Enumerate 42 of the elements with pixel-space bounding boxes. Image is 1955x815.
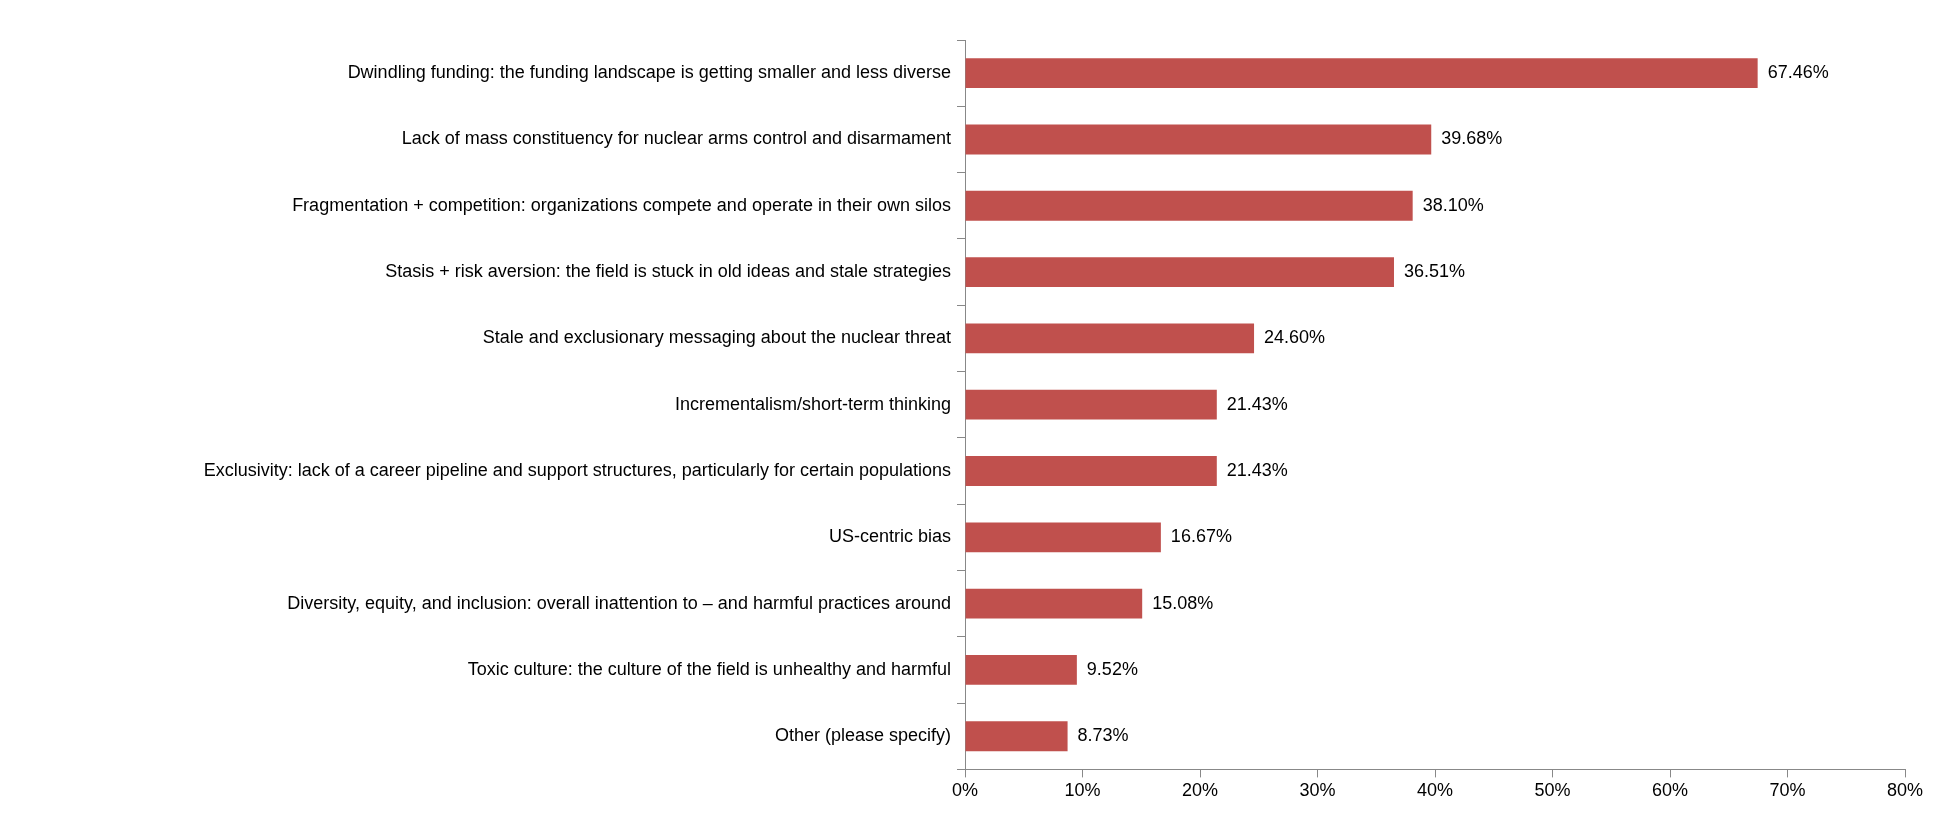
data-label: 8.73% [1077,725,1129,746]
data-label: 24.60% [1264,327,1326,348]
x-tick-label: 60% [1651,780,1689,801]
bar [965,190,1413,221]
bar [965,257,1394,287]
y-tick-label: Dwindling funding: the funding landscape is getting smaller and less diverse [347,62,951,83]
bar [965,588,1143,619]
x-tick-label: 30% [1299,780,1336,801]
y-tick-label: Diversity, equity, and inclusion: overall inattention to – and harmful practices around [287,592,951,613]
x-tick-label: 10% [1064,780,1101,801]
bar [965,522,1161,553]
bar [965,58,1758,89]
data-label: 16.67% [1170,526,1232,547]
data-label: 36.51% [1403,261,1466,282]
data-label: 38.10% [1422,194,1484,215]
y-tick-label: US-centric bias [828,526,951,547]
y-tick-label: Stasis + risk aversion: the field is stuck in old ideas and stale strategies [385,261,951,282]
y-tick-label: Stale and exclusionary messaging about the nuclear threat [482,327,951,348]
x-tick-label: 50% [1534,780,1571,801]
data-label: 15.08% [1152,592,1214,613]
x-tick-label: 70% [1769,780,1806,801]
bar [965,124,1432,155]
x-tick-label: 40% [1416,780,1454,801]
y-tick-label: Fragmentation + competition: organizations compete and operate in their own silos [292,194,951,215]
y-tick-label: Incrementalism/short-term thinking [674,393,951,414]
bar [965,721,1068,752]
data-label: 39.68% [1441,128,1503,149]
bar [965,456,1217,486]
y-tick-label: Lack of mass constituency for nuclear arms control and disarmament [401,128,951,149]
x-tick-label: 0% [951,780,979,801]
data-label: 67.46% [1767,62,1829,83]
x-tick-label: 20% [1181,780,1219,801]
bar [965,323,1255,354]
y-tick-label: Toxic culture: the culture of the field is unhealthy and harmful [467,658,951,679]
bar [965,655,1077,685]
y-tick-label: Other (please specify) [774,725,951,746]
data-label: 21.43% [1226,459,1288,480]
data-label: 9.52% [1086,658,1138,679]
y-tick-label: Exclusivity: lack of a career pipeline and support structures, particularly for certain populations [203,459,951,480]
bar [965,389,1217,420]
data-label: 21.43% [1226,393,1288,414]
x-tick-label: 80% [1886,780,1924,801]
